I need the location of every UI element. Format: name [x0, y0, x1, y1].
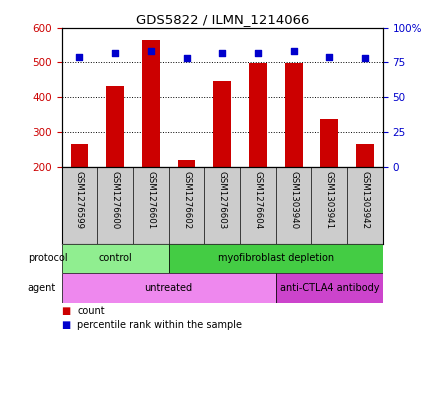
Text: control: control: [98, 253, 132, 263]
Text: GSM1303942: GSM1303942: [360, 171, 370, 229]
Point: [361, 55, 368, 61]
Bar: [142, 40, 160, 167]
Bar: [285, 63, 303, 167]
Text: ■: ■: [62, 320, 71, 330]
Bar: [62, 244, 169, 273]
Point: [76, 54, 83, 60]
Bar: [106, 86, 124, 167]
Point: [326, 54, 333, 60]
Text: GSM1276603: GSM1276603: [218, 171, 227, 229]
Text: agent: agent: [28, 283, 56, 293]
Point: [112, 50, 119, 56]
Text: GSM1276602: GSM1276602: [182, 171, 191, 229]
Text: anti-CTLA4 antibody: anti-CTLA4 antibody: [279, 283, 379, 293]
Text: percentile rank within the sample: percentile rank within the sample: [77, 320, 242, 330]
Point: [254, 50, 261, 56]
Text: protocol: protocol: [28, 253, 67, 263]
Point: [147, 48, 154, 54]
Text: GSM1276600: GSM1276600: [110, 171, 120, 229]
Point: [183, 55, 190, 61]
Text: GSM1276601: GSM1276601: [147, 171, 155, 229]
Text: untreated: untreated: [145, 283, 193, 293]
Bar: [320, 119, 338, 167]
Bar: [169, 244, 383, 273]
Text: myofibroblast depletion: myofibroblast depletion: [218, 253, 334, 263]
Bar: [249, 63, 267, 167]
Bar: [356, 144, 374, 167]
Text: GSM1303940: GSM1303940: [289, 171, 298, 229]
Bar: [213, 81, 231, 167]
Text: count: count: [77, 307, 105, 316]
Text: ■: ■: [62, 307, 71, 316]
Text: GSM1276599: GSM1276599: [75, 171, 84, 229]
Text: GSM1276604: GSM1276604: [253, 171, 262, 229]
Bar: [62, 273, 276, 303]
Title: GDS5822 / ILMN_1214066: GDS5822 / ILMN_1214066: [136, 13, 309, 26]
Point: [290, 48, 297, 54]
Text: GSM1303941: GSM1303941: [325, 171, 334, 229]
Bar: [70, 144, 88, 167]
FancyArrowPatch shape: [51, 285, 57, 291]
FancyArrowPatch shape: [51, 255, 57, 262]
Bar: [276, 273, 383, 303]
Bar: [178, 160, 195, 167]
Point: [219, 50, 226, 56]
